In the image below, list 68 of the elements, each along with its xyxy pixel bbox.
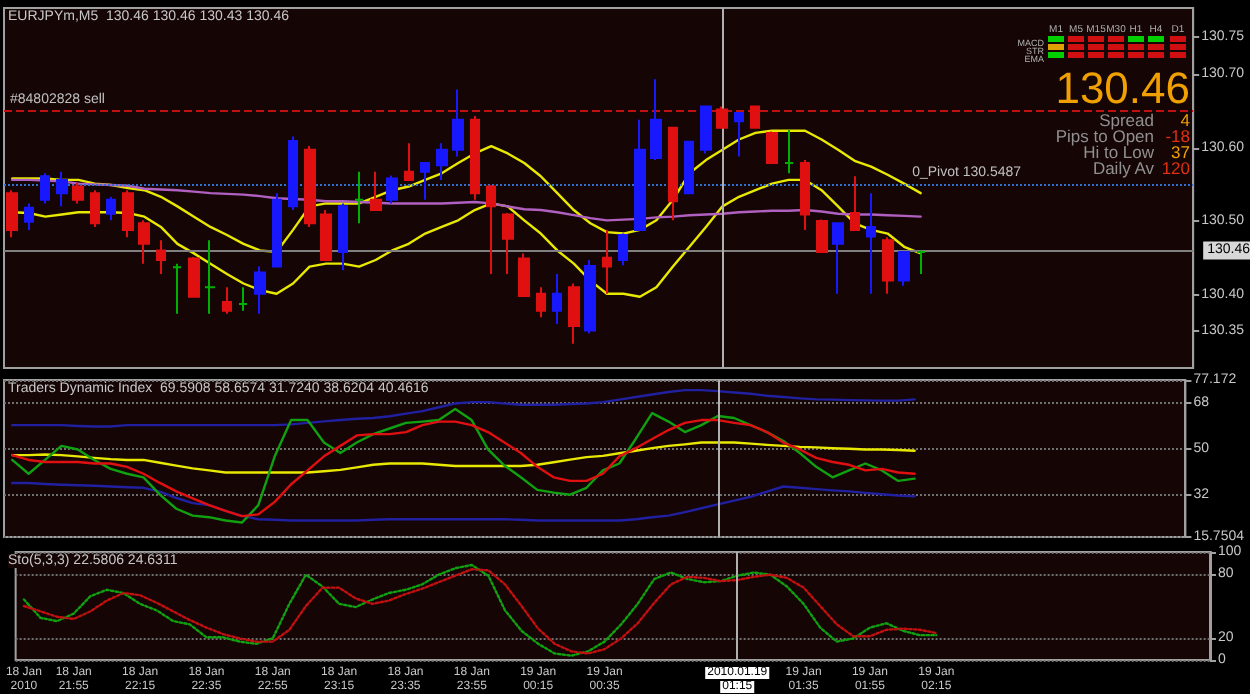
candlestick xyxy=(766,130,778,165)
candlestick xyxy=(898,250,910,287)
candlestick xyxy=(6,189,18,239)
candlestick xyxy=(138,219,150,265)
candlestick xyxy=(536,286,546,319)
candlestick xyxy=(850,175,860,231)
candlestick xyxy=(568,282,580,345)
candlestick xyxy=(24,202,34,231)
candlestick xyxy=(288,135,298,212)
text: 130.46 xyxy=(1055,63,1190,113)
candlestick xyxy=(370,170,382,212)
candlestick xyxy=(436,142,448,181)
line-series xyxy=(11,178,922,222)
candlestick xyxy=(502,211,514,275)
candlestick xyxy=(254,265,266,315)
candlestick xyxy=(552,272,562,325)
candlestick xyxy=(452,88,464,158)
candlestick xyxy=(320,209,332,261)
candlestick xyxy=(90,189,100,228)
candlestick xyxy=(470,115,480,201)
candlestick xyxy=(238,286,248,312)
candlestick xyxy=(56,170,68,208)
candlestick xyxy=(404,142,414,181)
candlestick xyxy=(72,181,84,205)
line-series xyxy=(11,481,916,522)
candlestick xyxy=(734,112,744,158)
candlestick xyxy=(750,105,760,129)
candlestick xyxy=(716,105,728,129)
candlestick xyxy=(338,202,348,272)
candlestick xyxy=(832,222,844,295)
line-series xyxy=(11,441,916,474)
candlestick xyxy=(106,195,116,222)
candlestick xyxy=(188,256,200,298)
text: Hi to Low xyxy=(1083,142,1156,162)
candlestick xyxy=(602,228,612,295)
candlestick xyxy=(634,118,646,231)
text: Spread xyxy=(1099,110,1155,130)
candlestick xyxy=(304,145,316,228)
candlestick xyxy=(684,140,694,195)
candlestick xyxy=(222,286,232,315)
text: Daily Av xyxy=(1092,158,1156,178)
candlestick xyxy=(668,126,678,222)
candlestick xyxy=(386,174,398,205)
text: 37 xyxy=(1171,142,1191,162)
text: 120 xyxy=(1161,158,1191,178)
candlestick xyxy=(584,259,596,335)
candlestick xyxy=(272,192,282,268)
candlestick xyxy=(816,218,828,253)
candlestick xyxy=(784,128,794,175)
candlestick xyxy=(866,192,876,295)
candlestick xyxy=(156,239,166,275)
text: 4 xyxy=(1180,110,1191,130)
candlestick xyxy=(204,239,216,315)
candlestick xyxy=(882,236,894,295)
candlestick xyxy=(486,184,496,275)
candlestick xyxy=(700,105,712,155)
candlestick xyxy=(354,170,364,225)
candlestick xyxy=(916,249,926,275)
text: -18 xyxy=(1165,126,1191,146)
candlestick xyxy=(172,262,182,315)
candlestick xyxy=(40,172,50,205)
candlestick xyxy=(800,159,810,231)
candlestick xyxy=(650,78,662,162)
candlestick xyxy=(122,189,134,239)
candlestick xyxy=(420,162,430,201)
candlestick xyxy=(618,232,628,267)
candlestick xyxy=(518,252,530,298)
text: Pips to Open xyxy=(1055,126,1155,146)
